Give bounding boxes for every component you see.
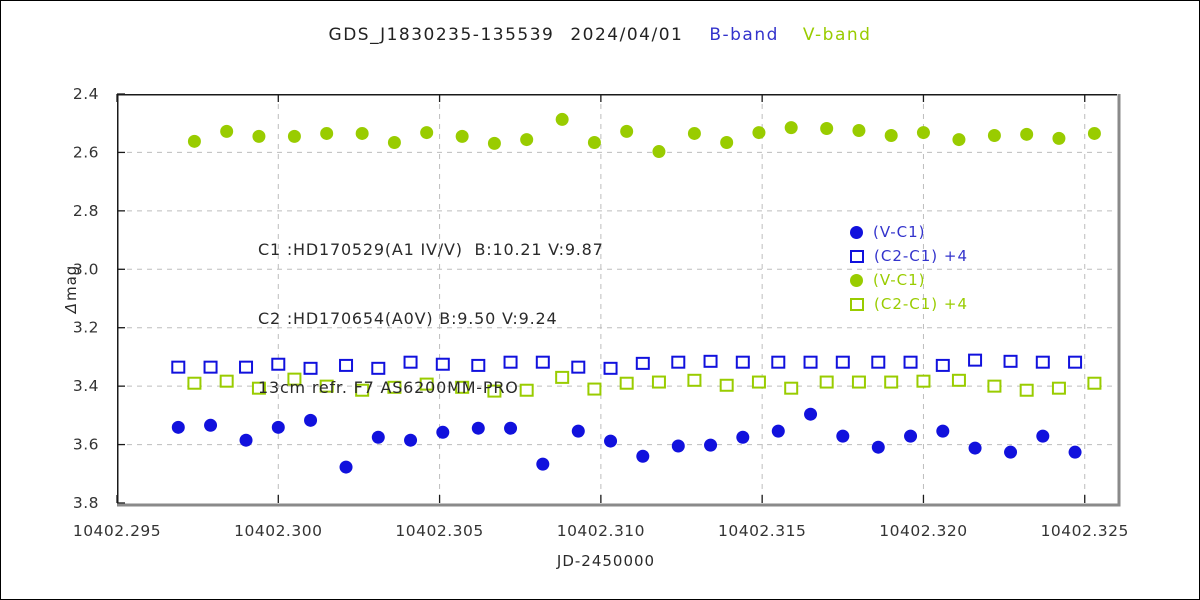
legend-label: (V-C1) — [873, 271, 926, 289]
y-tick-labels: 2.4 2.6 2.8 3.0 3.2 3.4 3.6 3.8 — [73, 85, 99, 512]
legend: (V-C1) (C2-C1) +4 (V-C1) (C2-C1) +4 — [850, 220, 968, 316]
y-axis-label-text: mag — [62, 264, 80, 302]
legend-label: (V-C1) — [873, 223, 926, 241]
title-b-band-label: B-band — [709, 25, 779, 45]
comparison-star-annotation: C1 :HD170529(A1 IV/V) B:10.21 V:9.87 C2 … — [258, 192, 604, 445]
svg-text:10402.300: 10402.300 — [234, 522, 322, 540]
series-b-band-v-c1- — [171, 407, 1082, 474]
filled-circle-marker — [850, 225, 863, 239]
legend-label: (C2-C1) +4 — [874, 247, 969, 265]
svg-text:3.6: 3.6 — [73, 436, 99, 454]
annotation-line-c1: C1 :HD170529(A1 IV/V) B:10.21 V:9.87 — [258, 240, 604, 259]
plot-frame-shadow — [117, 94, 1121, 507]
svg-text:3.0: 3.0 — [73, 260, 99, 278]
title-object-id: GDS_J1830235-135539 — [328, 25, 555, 45]
svg-text:2.4: 2.4 — [73, 85, 99, 103]
svg-text:3.4: 3.4 — [73, 377, 99, 395]
svg-text:10402.295: 10402.295 — [73, 522, 161, 540]
svg-text:2.6: 2.6 — [73, 143, 99, 161]
svg-text:10402.305: 10402.305 — [395, 522, 483, 540]
gridlines — [117, 94, 1117, 503]
title-v-band-label: V-band — [802, 25, 872, 45]
plot-frame — [117, 94, 1117, 503]
annotation-line-c2: C2 :HD170654(A0V) B:9.50 V:9.24 — [258, 309, 558, 328]
svg-text:10402.315: 10402.315 — [718, 522, 806, 540]
legend-item-v-c2c1: (C2-C1) +4 — [850, 292, 968, 316]
open-square-marker — [850, 297, 864, 311]
x-tick-labels: 10402.295 10402.300 10402.305 10402.310 1040… — [73, 522, 1129, 540]
svg-text:3.2: 3.2 — [73, 319, 99, 337]
legend-item-b-vc1: (V-C1) — [850, 220, 968, 244]
svg-text:3.8: 3.8 — [73, 494, 99, 512]
legend-item-b-c2c1: (C2-C1) +4 — [850, 244, 968, 268]
chart-title: GDS_J1830235-135539 2024/04/01 B-band V-… — [1, 25, 1199, 45]
annotation-line-telescope: 13cm refr. F7 AS6200MM-PRO — [258, 378, 519, 397]
svg-text:2.8: 2.8 — [73, 202, 99, 220]
svg-text:10402.325: 10402.325 — [1041, 522, 1129, 540]
x-axis-label: JD-2450000 — [556, 552, 656, 570]
series-b-band-c2-c1-4 — [171, 353, 1083, 375]
title-date: 2024/04/01 — [570, 25, 684, 45]
y-axis-label: Δmag — [62, 265, 80, 314]
series-v-band-c2-c1-4 — [187, 370, 1102, 398]
open-square-marker — [850, 249, 864, 263]
series-v-band-v-c1- — [187, 112, 1101, 159]
delta-symbol: Δ — [62, 302, 80, 314]
svg-text:10402.310: 10402.310 — [557, 522, 645, 540]
legend-item-v-vc1: (V-C1) — [850, 268, 968, 292]
svg-text:10402.320: 10402.320 — [879, 522, 967, 540]
legend-label: (C2-C1) +4 — [874, 295, 969, 313]
filled-circle-marker — [850, 273, 863, 287]
